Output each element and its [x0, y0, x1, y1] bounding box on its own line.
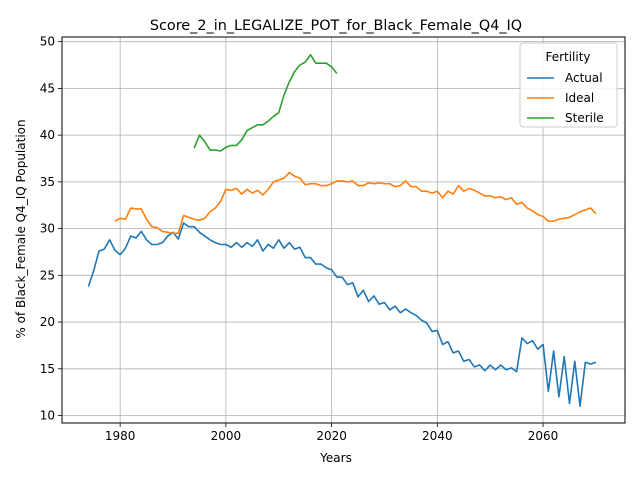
y-tick-label: 25 — [40, 268, 55, 282]
y-tick-label: 45 — [40, 81, 55, 95]
series-line-sterile — [193, 53, 338, 152]
x-tick-label: 2000 — [211, 429, 242, 443]
series-line-actual — [87, 222, 597, 407]
legend-label-actual: Actual — [565, 71, 603, 85]
x-axis-label: Years — [319, 451, 352, 465]
series-line-ideal — [114, 171, 597, 235]
x-axis-ticks: 1980 2000 2020 2040 2060 — [105, 423, 558, 443]
x-tick-label: 2020 — [316, 429, 347, 443]
y-tick-label: 20 — [40, 315, 55, 329]
plot-frame — [61, 36, 626, 424]
y-tick-label: 30 — [40, 222, 55, 236]
series-layer — [87, 53, 597, 407]
y-tick-label: 40 — [40, 128, 55, 142]
legend-label-sterile: Sterile — [565, 111, 604, 125]
y-tick-label: 35 — [40, 175, 55, 189]
x-tick-label: 1980 — [105, 429, 136, 443]
x-tick-label: 2040 — [422, 429, 453, 443]
x-tick-label: 2060 — [528, 429, 559, 443]
legend-title: Fertility — [545, 50, 590, 64]
legend-box — [519, 42, 618, 128]
legend: Fertility Actual Ideal Sterile — [519, 42, 618, 128]
chart-title: Score_2_in_LEGALIZE_POT_for_Black_Female… — [150, 18, 522, 34]
y-axis-ticks: 10 15 20 25 30 35 40 45 50 — [40, 35, 62, 423]
y-tick-label: 15 — [40, 362, 55, 376]
y-tick-label: 10 — [40, 409, 55, 423]
y-tick-label: 50 — [40, 35, 55, 49]
legend-label-ideal: Ideal — [565, 91, 594, 105]
y-axis-label: % of Black_Female Q4_IQ Population — [14, 119, 28, 338]
